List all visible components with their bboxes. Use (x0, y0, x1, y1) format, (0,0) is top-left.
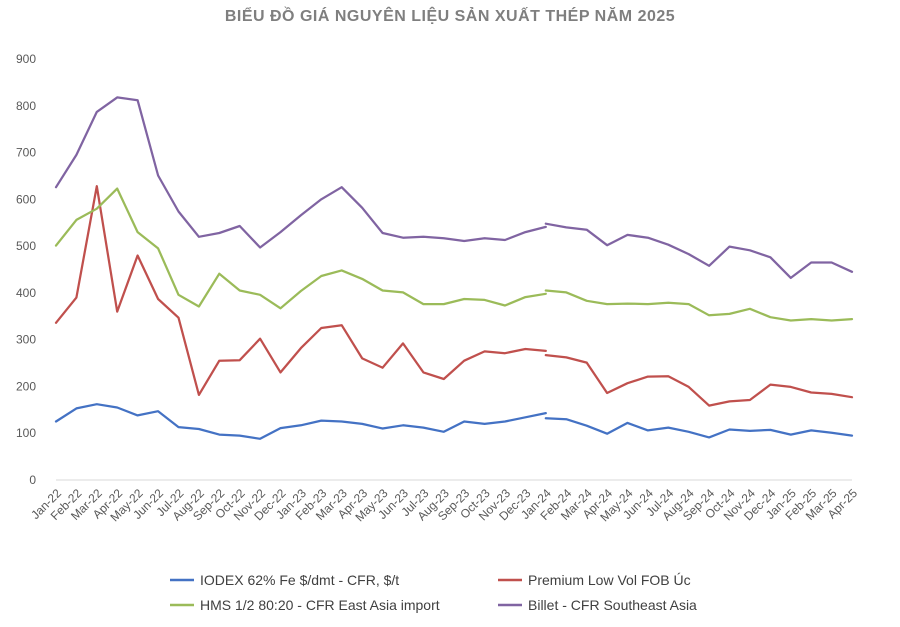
series-line-4-part1 (54, 96, 547, 249)
series-line-1-part2 (544, 417, 854, 439)
chart-title: BIỂU ĐỒ GIÁ NGUYÊN LIỆU SẢN XUẤT THÉP NĂ… (224, 8, 676, 25)
series-line-2-part1 (54, 185, 547, 397)
series-line-4-part2 (544, 222, 854, 280)
y-tick-label: 700 (16, 146, 36, 160)
y-tick-label: 300 (16, 333, 36, 347)
y-tick-label: 900 (16, 52, 36, 66)
legend-label: Premium Low Vol FOB Úc (528, 572, 691, 588)
y-tick-label: 0 (29, 473, 36, 487)
series-line-1-part1 (54, 403, 547, 440)
y-tick-label: 500 (16, 239, 36, 253)
y-tick-label: 200 (16, 379, 36, 393)
y-tick-label: 400 (16, 286, 36, 300)
series-line-3-part2 (544, 289, 854, 322)
series-line-3-part1 (54, 187, 547, 310)
y-tick-label: 800 (16, 99, 36, 113)
legend-label: IODEX 62% Fe $/dmt - CFR, $/t (200, 572, 399, 588)
y-tick-label: 600 (16, 192, 36, 206)
series-line-2-part2 (544, 353, 854, 407)
legend-label: Billet - CFR Southeast Asia (528, 597, 697, 613)
legend-label: HMS 1/2 80:20 - CFR East Asia import (200, 597, 440, 613)
y-tick-label: 100 (16, 426, 36, 440)
